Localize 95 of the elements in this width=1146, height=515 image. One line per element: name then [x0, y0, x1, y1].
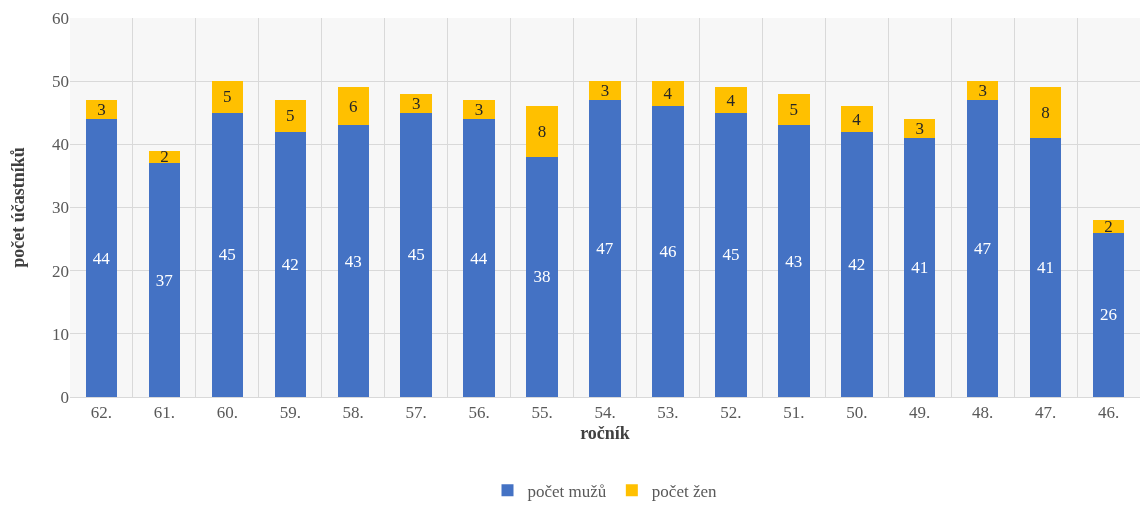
bar: [274, 100, 307, 132]
data-label: 43: [344, 251, 362, 271]
data-label: 44: [92, 248, 111, 268]
x-tick-label: 51.: [783, 403, 805, 423]
data-label: 41: [911, 258, 929, 278]
y-tick-label: 60: [52, 8, 69, 28]
bar: [400, 93, 432, 113]
bar: [463, 100, 495, 120]
x-tick-label: 57.: [405, 403, 427, 423]
bar: [337, 125, 369, 397]
data-label: 26: [1100, 305, 1118, 325]
bar: [1029, 87, 1062, 139]
bar: [778, 93, 810, 126]
x-tick-label: 53.: [657, 403, 679, 423]
bar: [715, 112, 747, 397]
data-label: 47: [973, 239, 992, 259]
bar: [211, 112, 244, 397]
data-label: 5: [789, 100, 799, 120]
bar: [903, 119, 936, 139]
data-label: 4: [663, 84, 673, 104]
bar: [148, 163, 181, 397]
bar: [1029, 138, 1062, 397]
x-tick-label: 52.: [720, 403, 742, 423]
data-label: 8: [537, 122, 547, 142]
x-tick-label: 49.: [909, 403, 931, 423]
bar: [85, 100, 118, 120]
y-axis-title: počet účastníků: [8, 147, 28, 268]
bar: [652, 81, 684, 107]
data-label: 2: [160, 147, 169, 167]
data-label: 2: [1104, 216, 1113, 236]
x-tick-label: 54.: [594, 403, 616, 423]
bar: [400, 112, 432, 397]
x-tick-label: 61.: [153, 403, 176, 423]
bar: [211, 81, 244, 113]
legend-label: počet žen: [651, 481, 717, 501]
bar: [966, 81, 999, 101]
y-tick-label: 0: [60, 387, 69, 407]
data-label: 44: [470, 248, 488, 268]
data-label: 4: [726, 90, 736, 110]
data-label: 45: [722, 245, 740, 265]
data-label: 45: [407, 245, 425, 265]
bar: [526, 156, 558, 397]
bar: [1092, 232, 1125, 397]
data-label: 4: [852, 109, 862, 129]
bar: [966, 100, 999, 397]
bar: [274, 131, 307, 397]
legend-label: počet mužů: [527, 481, 607, 501]
x-tick-label: 48.: [972, 403, 994, 423]
y-tick-label: 30: [52, 198, 69, 218]
bar: [903, 138, 936, 397]
bar: [337, 87, 369, 126]
data-label: 47: [596, 239, 614, 259]
x-tick-label: 55.: [531, 403, 553, 423]
data-label: 37: [155, 270, 174, 290]
data-label: 3: [978, 81, 987, 101]
data-label: 41: [1037, 258, 1055, 278]
bar: [463, 119, 495, 397]
data-label: 3: [915, 119, 924, 139]
data-label: 38: [533, 267, 551, 287]
x-tick-label: 60.: [216, 403, 238, 423]
bar: [1092, 220, 1125, 233]
bar: [841, 106, 873, 132]
data-label: 45: [218, 245, 236, 265]
data-label: 8: [1041, 103, 1050, 123]
bar: [589, 100, 621, 397]
x-tick-label: 47.: [1034, 403, 1057, 423]
bar: [526, 106, 558, 157]
data-label: 46: [659, 242, 677, 262]
bar: [589, 81, 621, 101]
data-label: 5: [223, 87, 232, 107]
y-tick-label: 40: [52, 135, 69, 155]
data-label: 3: [474, 100, 484, 120]
y-tick-label: 50: [52, 72, 69, 92]
x-tick-label: 50.: [846, 403, 868, 423]
bar: [652, 106, 684, 397]
data-label: 5: [286, 106, 295, 126]
x-tick-label: 46.: [1097, 403, 1120, 423]
data-label: 43: [785, 251, 803, 271]
data-label: 3: [97, 100, 106, 120]
bar: [715, 87, 747, 113]
bar: [778, 125, 810, 397]
x-tick-label: 59.: [279, 403, 301, 423]
data-label: 6: [348, 96, 358, 116]
bar: [85, 119, 118, 397]
x-tick-label: 58.: [342, 403, 364, 423]
data-label: 3: [411, 93, 421, 113]
data-label: 42: [281, 254, 299, 274]
x-tick-label: 62.: [90, 403, 113, 423]
x-axis-title: ročník: [580, 422, 630, 443]
x-tick-label: 56.: [468, 403, 490, 423]
y-tick-label: 10: [52, 324, 69, 344]
data-label: 3: [600, 81, 610, 101]
data-label: 42: [848, 254, 866, 274]
bar: [841, 131, 873, 397]
y-tick-label: 20: [52, 261, 69, 281]
